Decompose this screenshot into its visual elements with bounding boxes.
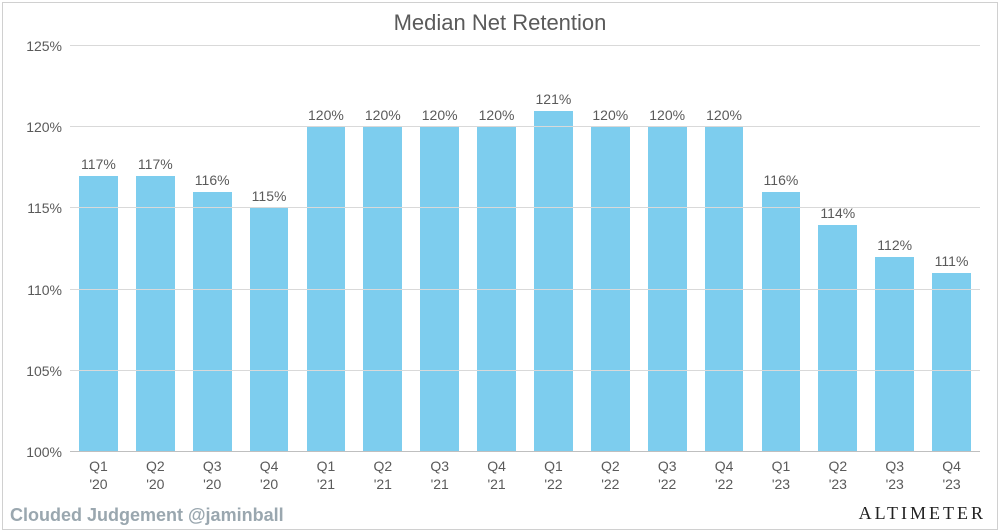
bar-slot: 116%Q1'23 — [753, 46, 810, 452]
x-tick-label: Q3'22 — [658, 458, 677, 493]
bar-slot: 120%Q4'21 — [468, 46, 525, 452]
bar-slot: 117%Q2'20 — [127, 46, 184, 452]
bar-slot: 120%Q2'22 — [582, 46, 639, 452]
bar-slot: 112%Q3'23 — [866, 46, 923, 452]
bar-value-label: 120% — [479, 107, 515, 123]
y-tick-label: 110% — [27, 282, 70, 298]
bar-value-label: 120% — [706, 107, 742, 123]
x-tick-label: Q4'23 — [942, 458, 961, 493]
bar-slot: 115%Q4'20 — [241, 46, 298, 452]
bar: 111% — [932, 273, 971, 452]
bar: 121% — [534, 111, 573, 452]
y-tick-label: 120% — [26, 119, 70, 135]
x-tick-label: Q2'23 — [828, 458, 847, 493]
x-tick-label: Q1'21 — [317, 458, 336, 493]
x-tick-label: Q1'20 — [89, 458, 108, 493]
x-tick-label: Q4'20 — [260, 458, 279, 493]
bar: 117% — [136, 176, 175, 452]
bar: 117% — [79, 176, 118, 452]
bar-slot: 111%Q4'23 — [923, 46, 980, 452]
y-tick-label: 125% — [26, 38, 70, 54]
plot-area: 117%Q1'20117%Q2'20116%Q3'20115%Q4'20120%… — [70, 46, 980, 452]
bar-slot: 116%Q3'20 — [184, 46, 241, 452]
bar-value-label: 120% — [649, 107, 685, 123]
y-tick-label: 105% — [26, 363, 70, 379]
grid-line — [70, 370, 980, 371]
grid-line — [70, 45, 980, 46]
bar-value-label: 121% — [536, 91, 572, 107]
bar-value-label: 120% — [365, 107, 401, 123]
bar-value-label: 120% — [592, 107, 628, 123]
bar: 116% — [762, 192, 801, 452]
bar-slot: 120%Q4'22 — [696, 46, 753, 452]
bar-value-label: 112% — [877, 237, 912, 253]
bar-value-label: 116% — [195, 172, 230, 188]
y-tick-label: 100% — [26, 444, 70, 460]
bar: 114% — [818, 225, 857, 452]
x-tick-label: Q1'22 — [544, 458, 563, 493]
attribution-left: Clouded Judgement @jaminball — [10, 505, 284, 526]
x-tick-label: Q4'22 — [715, 458, 734, 493]
x-tick-label: Q2'20 — [146, 458, 165, 493]
bar-slot: 120%Q2'21 — [354, 46, 411, 452]
grid-line — [70, 451, 980, 452]
chart-title: Median Net Retention — [0, 10, 1000, 36]
bar: 112% — [875, 257, 914, 452]
bars-container: 117%Q1'20117%Q2'20116%Q3'20115%Q4'20120%… — [70, 46, 980, 452]
grid-line — [70, 289, 980, 290]
bar-slot: 117%Q1'20 — [70, 46, 127, 452]
x-tick-label: Q3'23 — [885, 458, 904, 493]
bar-slot: 121%Q1'22 — [525, 46, 582, 452]
bar-slot: 120%Q3'22 — [639, 46, 696, 452]
bar-value-label: 116% — [764, 172, 799, 188]
bar: 115% — [250, 208, 289, 452]
x-tick-label: Q4'21 — [487, 458, 506, 493]
x-tick-label: Q1'23 — [772, 458, 791, 493]
attribution-right: ALTIMETER — [859, 503, 986, 524]
bar-value-label: 115% — [252, 188, 287, 204]
bar-value-label: 120% — [422, 107, 458, 123]
y-tick-label: 115% — [27, 200, 70, 216]
bar-slot: 114%Q2'23 — [809, 46, 866, 452]
bar: 116% — [193, 192, 232, 452]
x-tick-label: Q3'20 — [203, 458, 222, 493]
x-tick-label: Q2'21 — [373, 458, 392, 493]
bar-value-label: 120% — [308, 107, 344, 123]
grid-line — [70, 126, 980, 127]
bar-value-label: 117% — [81, 156, 116, 172]
bar-value-label: 111% — [935, 253, 969, 269]
x-tick-label: Q2'22 — [601, 458, 620, 493]
grid-line — [70, 207, 980, 208]
bar-value-label: 117% — [138, 156, 173, 172]
bar-slot: 120%Q1'21 — [298, 46, 355, 452]
bar-slot: 120%Q3'21 — [411, 46, 468, 452]
x-tick-label: Q3'21 — [430, 458, 449, 493]
